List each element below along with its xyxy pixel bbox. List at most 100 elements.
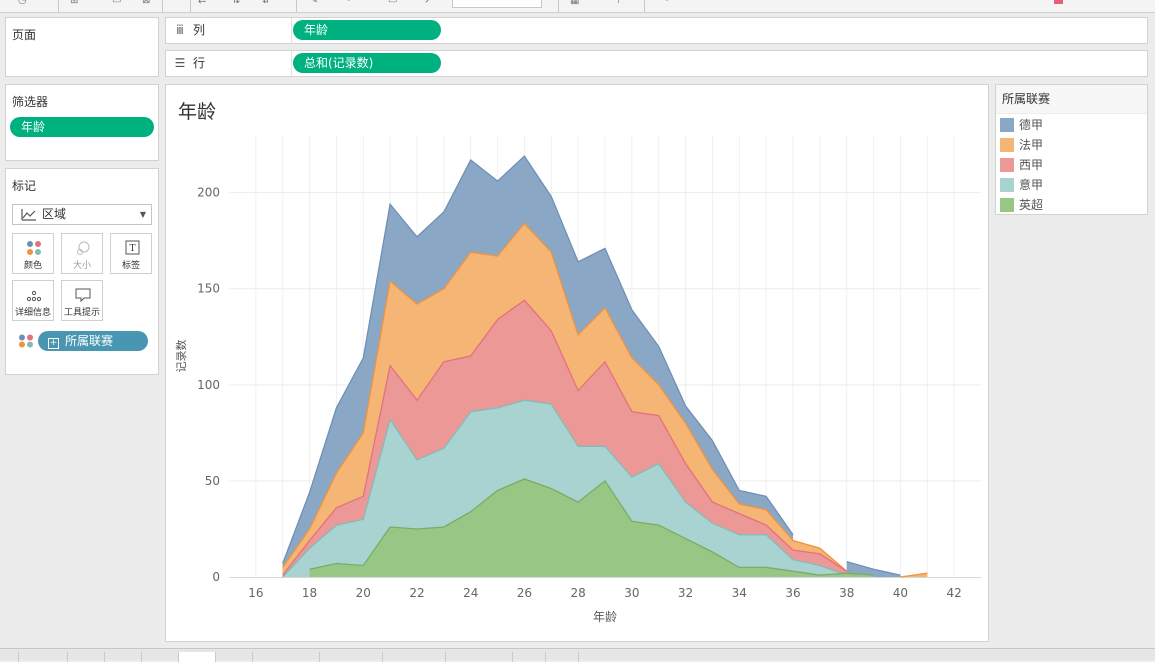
color-field-icon xyxy=(19,334,33,348)
marks-panel-title: 标记 xyxy=(12,179,37,193)
sheet-tab[interactable] xyxy=(67,652,104,662)
tooltip-bubble-icon xyxy=(75,288,91,303)
fit-dropdown[interactable] xyxy=(452,0,542,8)
size-icon xyxy=(77,241,90,255)
columns-icon: ⅲ xyxy=(176,23,184,37)
new-story-tab[interactable] xyxy=(578,652,611,662)
legend-swatch xyxy=(1000,138,1014,152)
toolbar-divider xyxy=(162,0,163,12)
mark-type-label: 区域 xyxy=(42,207,67,221)
filter-pill-age[interactable]: 年龄 xyxy=(10,117,154,137)
expand-plus-icon[interactable]: + xyxy=(48,338,59,349)
sheet-tab[interactable] xyxy=(252,652,319,662)
x-tick-label: 40 xyxy=(893,586,908,600)
highlight-icon[interactable]: ✎ xyxy=(310,0,319,6)
legend-label: 法甲 xyxy=(1019,138,1044,152)
y-tick-label: 200 xyxy=(197,186,220,200)
sheet-tab[interactable] xyxy=(382,652,445,662)
toolbar-divider xyxy=(296,0,297,12)
rows-shelf-text: 行 xyxy=(193,56,206,70)
x-tick-label: 34 xyxy=(732,586,747,600)
detail-button-label: 详细信息 xyxy=(14,308,51,318)
new-worksheet-tab[interactable] xyxy=(512,652,545,662)
size-button-label: 大小 xyxy=(72,261,91,271)
columns-shelf-text: 列 xyxy=(193,23,206,37)
color-field-pill[interactable]: + 所属联赛 xyxy=(38,331,148,351)
x-tick-label: 30 xyxy=(624,586,639,600)
filters-panel-title: 筛选器 xyxy=(12,95,49,109)
line-德甲 xyxy=(846,560,901,576)
area-英超 xyxy=(309,479,874,577)
line-意甲 xyxy=(282,399,847,578)
x-tick-label: 36 xyxy=(785,586,800,600)
x-tick-label: 24 xyxy=(463,586,478,600)
sort-desc-icon[interactable]: ⇵ xyxy=(262,0,271,6)
color-legend[interactable]: 所属联赛 德甲 法甲 西甲 意甲 英超 xyxy=(995,84,1148,215)
legend-label: 西甲 xyxy=(1019,158,1044,172)
chevron-down-icon: ▼ xyxy=(139,210,146,219)
label-button-label: 标签 xyxy=(121,261,140,271)
label-icon[interactable]: ▭ xyxy=(388,0,398,6)
detail-button[interactable]: 详细信息 xyxy=(12,280,54,321)
tooltip-button[interactable]: 工具提示 xyxy=(61,280,103,321)
filters-panel[interactable]: 筛选器 年龄 xyxy=(5,84,159,161)
x-tick-label: 32 xyxy=(678,586,693,600)
duplicate-icon[interactable]: ▭ xyxy=(112,0,122,6)
sheet-tab-active[interactable] xyxy=(178,652,215,662)
sheet-tab[interactable] xyxy=(141,652,178,662)
toolbar-divider xyxy=(558,0,559,12)
new-dashboard-tab[interactable] xyxy=(545,652,578,662)
legend-title: 所属联赛 xyxy=(996,85,1147,114)
color-button-label: 颜色 xyxy=(23,261,42,271)
tooltip-button-label: 工具提示 xyxy=(63,308,100,318)
color-palette-icon xyxy=(27,241,41,255)
mark-type-dropdown[interactable]: 区域 ▼ xyxy=(12,204,152,225)
color-field-label: 所属联赛 xyxy=(65,334,114,348)
x-tick-label: 22 xyxy=(409,586,424,600)
color-button[interactable]: 颜色 xyxy=(12,233,54,274)
legend-swatch xyxy=(1000,198,1014,212)
sheet-tab[interactable] xyxy=(104,652,141,662)
columns-pill-age[interactable]: 年龄 xyxy=(293,20,441,40)
show-me-icon[interactable] xyxy=(1054,0,1063,4)
x-tick-label: 28 xyxy=(571,586,586,600)
toolbar-divider xyxy=(58,0,59,12)
sheet-tab[interactable] xyxy=(319,652,382,662)
sheet-tab[interactable] xyxy=(445,652,512,662)
y-tick-label: 100 xyxy=(197,378,220,392)
x-tick-label: 42 xyxy=(947,586,962,600)
present-icon[interactable]: ◦ xyxy=(664,0,670,6)
sheet-tab[interactable] xyxy=(215,652,252,662)
new-worksheet-icon[interactable]: ⊞ xyxy=(70,0,79,6)
pages-panel[interactable]: 页面 xyxy=(5,17,159,77)
worksheet-view[interactable]: 年龄 0 50 100 150 200 16 18 20 22 24 26 28 30 32 34 36 38 4… xyxy=(165,84,989,642)
swap-icon[interactable]: ⇄ xyxy=(198,0,207,6)
toolbar-divider xyxy=(190,0,191,12)
area-chart[interactable]: 0 50 100 150 200 16 18 20 22 24 26 28 30 32 34 36 38 40 42… xyxy=(166,85,988,641)
svg-text:T: T xyxy=(129,244,135,254)
sort-asc-icon[interactable]: ⇅ xyxy=(232,0,241,6)
undo-icon[interactable]: ◔ xyxy=(18,0,27,6)
rows-pill-count[interactable]: 总和(记录数) xyxy=(293,53,441,73)
pin-icon[interactable]: ↗ xyxy=(424,0,433,6)
line-法甲 xyxy=(900,572,928,578)
pages-panel-title: 页面 xyxy=(12,28,37,42)
rows-shelf[interactable]: ☰ 行 总和(记录数) xyxy=(165,50,1148,77)
sheet-tab[interactable] xyxy=(18,652,67,662)
line-西甲 xyxy=(282,299,848,576)
legend-label: 英超 xyxy=(1019,198,1044,212)
legend-swatch xyxy=(1000,118,1014,132)
size-button[interactable]: 大小 xyxy=(61,233,103,274)
clear-sheet-icon[interactable]: ⊠ xyxy=(142,0,151,6)
label-button[interactable]: T 标签 xyxy=(110,233,152,274)
group-icon[interactable]: ◦ xyxy=(346,0,352,6)
legend-label: 德甲 xyxy=(1019,118,1044,132)
x-tick-label: 16 xyxy=(248,586,263,600)
show-cards-icon[interactable]: ▦ xyxy=(570,0,580,6)
line-法甲 xyxy=(282,222,848,572)
rows-shelf-label: ☰ 行 xyxy=(173,51,292,76)
tooltip-icon[interactable]: ⊤ xyxy=(614,0,623,6)
y-tick-label: 0 xyxy=(212,570,220,584)
